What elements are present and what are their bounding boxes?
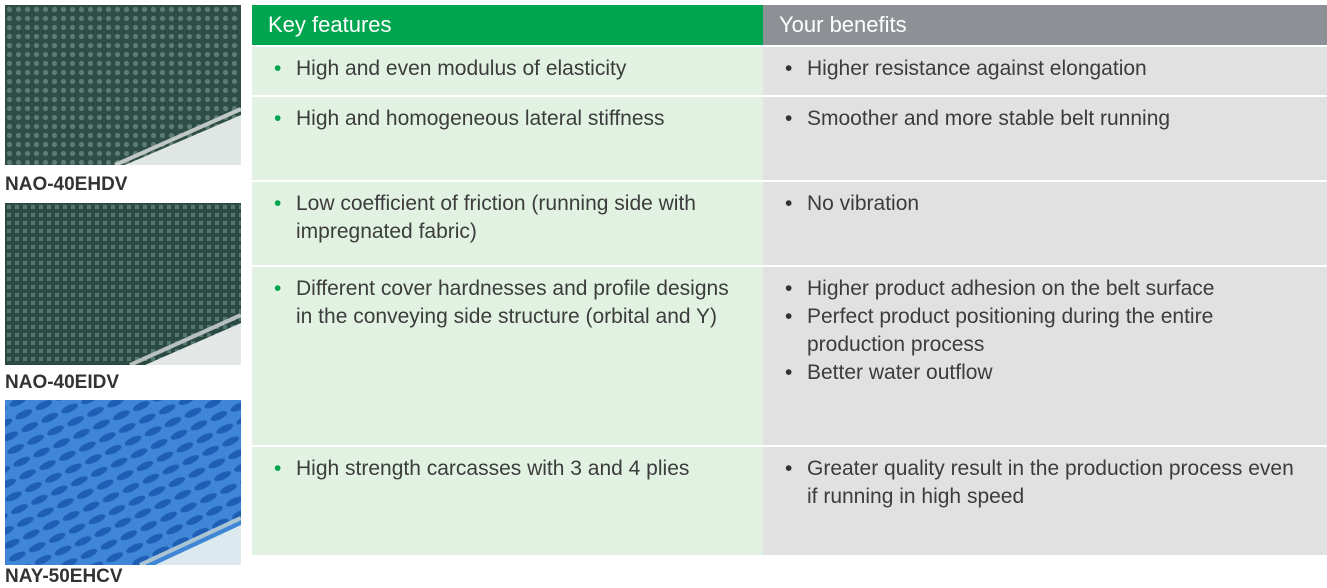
table-row: High and even modulus of elasticity Highe… — [252, 45, 1327, 95]
product-label: NAY-50EHCV — [5, 566, 123, 587]
feature-cell: High and even modulus of elasticity — [252, 47, 763, 95]
feature-table: Key features Your benefits High and even… — [252, 5, 1327, 555]
benefit-item: Perfect product positioning during the e… — [785, 303, 1307, 359]
benefit-item: Greater quality result in the production… — [785, 455, 1307, 511]
feature-item: High and even modulus of elasticity — [274, 55, 743, 83]
feature-cell: High and homogeneous lateral stiffness — [252, 97, 763, 180]
benefit-cell: No vibration — [763, 182, 1327, 265]
product-image — [5, 400, 241, 565]
product-image — [5, 203, 241, 365]
product-label: NAO-40EHDV — [5, 174, 128, 195]
benefit-cell: Smoother and more stable belt running — [763, 97, 1327, 180]
feature-item: High and homogeneous lateral stiffness — [274, 105, 743, 133]
header-cell: Your benefits — [763, 5, 1327, 45]
benefit-item: Better water outflow — [785, 359, 1307, 387]
benefit-item: Higher resistance against elongation — [785, 55, 1307, 83]
feature-cell: Different cover hardnesses and profile d… — [252, 267, 763, 445]
feature-item: High strength carcasses with 3 and 4 pli… — [274, 455, 743, 483]
benefit-item: No vibration — [785, 190, 1307, 218]
benefit-cell: Higher product adhesion on the belt surf… — [763, 267, 1327, 445]
table-row: High strength carcasses with 3 and 4 pli… — [252, 445, 1327, 555]
header-row: Key features Your benefits — [252, 5, 1327, 45]
feature-cell: High strength carcasses with 3 and 4 pli… — [252, 447, 763, 555]
benefit-cell: Greater quality result in the production… — [763, 447, 1327, 555]
header-cell: Key features — [252, 5, 763, 45]
benefit-item: Smoother and more stable belt running — [785, 105, 1307, 133]
table-row: Different cover hardnesses and profile d… — [252, 265, 1327, 445]
feature-item: Low coefficient of friction (running sid… — [274, 190, 743, 246]
feature-cell: Low coefficient of friction (running sid… — [252, 182, 763, 265]
benefit-cell: Higher resistance against elongation — [763, 47, 1327, 95]
feature-item: Different cover hardnesses and profile d… — [274, 275, 743, 331]
product-label: NAO-40EIDV — [5, 372, 120, 393]
benefit-item: Higher product adhesion on the belt surf… — [785, 275, 1307, 303]
table-row: Low coefficient of friction (running sid… — [252, 180, 1327, 265]
table-row: High and homogeneous lateral stiffness Sm… — [252, 95, 1327, 180]
product-image — [5, 5, 241, 165]
